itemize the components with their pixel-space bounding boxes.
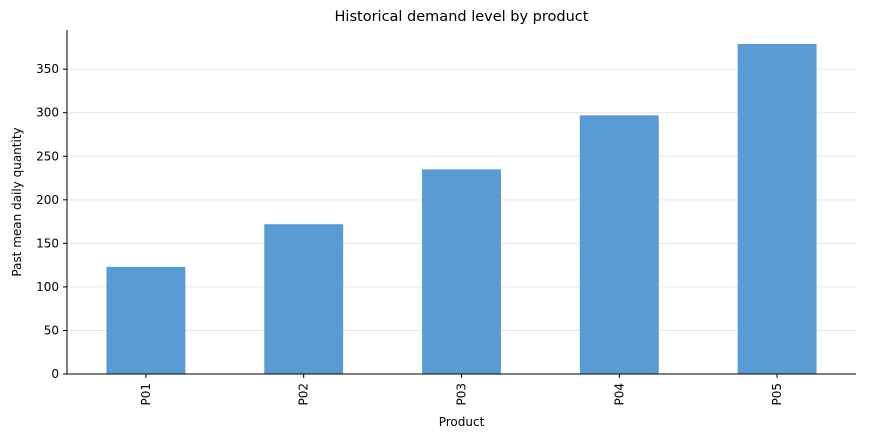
bar-p05 xyxy=(737,43,817,375)
bar-p04 xyxy=(579,115,659,374)
bar-p02 xyxy=(264,224,344,374)
ticks-layer: 0 50 100 150 200 250 300 350 P01 P02 P03 P04 P05 xyxy=(36,62,784,405)
chart-title: Historical demand level by product xyxy=(335,9,589,25)
x-tick-label: P02 xyxy=(297,383,311,406)
y-tick-label: 350 xyxy=(36,62,59,76)
y-tick-label: 300 xyxy=(36,106,59,120)
y-tick-label: 200 xyxy=(36,193,59,207)
y-tick-label: 250 xyxy=(36,149,59,163)
y-axis-label: Past mean daily quantity xyxy=(10,127,24,276)
x-tick-label: P05 xyxy=(770,383,784,406)
x-tick-label: P01 xyxy=(139,383,153,406)
bar-p03 xyxy=(422,169,501,374)
bars-layer xyxy=(106,43,817,375)
y-tick-label: 100 xyxy=(36,280,59,294)
x-tick-label: P03 xyxy=(455,383,469,406)
bar-p01 xyxy=(106,266,186,374)
x-tick-label: P04 xyxy=(612,383,626,406)
y-tick-label: 150 xyxy=(36,236,59,250)
y-tick-label: 0 xyxy=(51,367,59,381)
x-axis-label: Product xyxy=(439,415,485,429)
y-tick-label: 50 xyxy=(44,323,59,337)
